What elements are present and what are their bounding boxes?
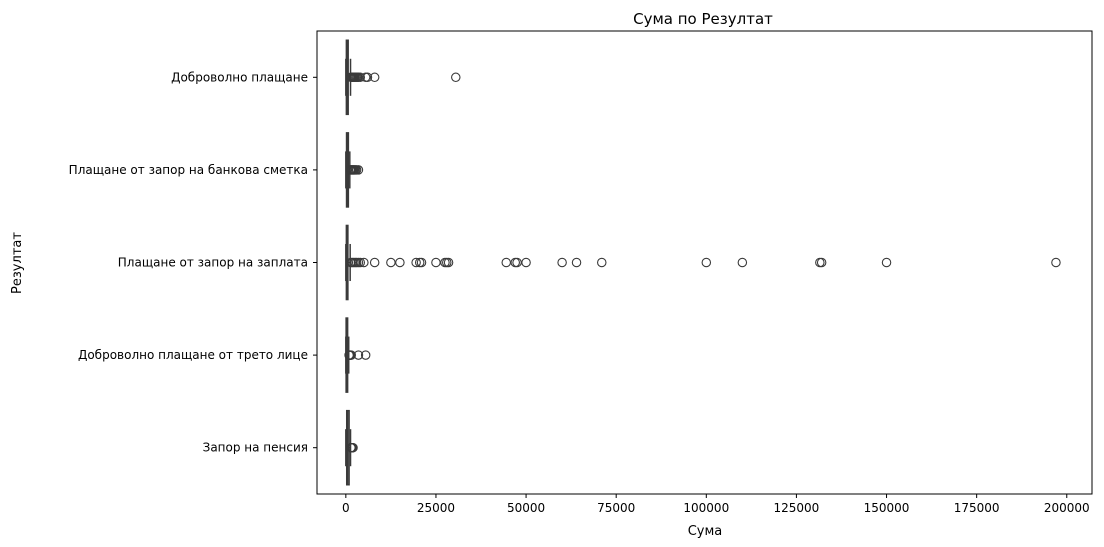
outlier-point <box>881 257 892 268</box>
category-label: Плащане от запор на заплата <box>118 256 308 270</box>
outlier-point <box>521 257 531 268</box>
outlier-point <box>816 257 827 268</box>
x-tick-label: 125000 <box>774 501 820 515</box>
x-tick-label: 200000 <box>1044 501 1090 515</box>
outlier-point <box>501 257 511 268</box>
outlier-point <box>512 257 522 268</box>
box-group <box>344 317 371 393</box>
outlier-point <box>451 72 461 83</box>
category-label: Запор на пенсия <box>203 441 308 455</box>
box-group <box>345 39 461 116</box>
chart-title: Сума по Резултат <box>633 10 773 28</box>
x-tick-label: 25000 <box>417 501 455 515</box>
outlier-point <box>353 350 364 360</box>
outlier-point <box>737 257 748 268</box>
outlier-point <box>1051 257 1061 268</box>
outlier-point <box>360 350 371 360</box>
outlier-point <box>416 257 427 268</box>
outlier-point <box>431 257 441 268</box>
outlier-point <box>386 257 396 268</box>
plot-content <box>344 39 1061 486</box>
outlier-point <box>346 350 356 360</box>
y-axis-title: Резултат <box>10 232 25 294</box>
x-axis-title: Сума <box>688 524 723 539</box>
outlier-point <box>395 257 405 268</box>
y-axis: Доброволно плащане Плащане от запор на ба… <box>69 70 317 455</box>
category-label: Плащане от запор на банкова сметка <box>69 163 308 177</box>
x-tick-label: 0 <box>342 501 350 515</box>
box-group <box>345 409 358 486</box>
x-tick-label: 150000 <box>864 501 910 515</box>
outlier-point <box>353 165 364 175</box>
outlier-point <box>443 257 454 268</box>
box-group <box>345 132 364 208</box>
outlier-point <box>355 72 366 83</box>
box-group <box>345 224 1061 301</box>
outlier-point <box>411 257 421 268</box>
outlier-point <box>355 257 366 268</box>
outlier-point <box>597 257 607 268</box>
outlier-point <box>359 257 369 268</box>
category-label: Доброволно плащане от трето лице <box>78 348 308 362</box>
outlier-point <box>362 72 373 83</box>
outlier-point <box>369 72 380 83</box>
x-tick-label: 100000 <box>683 501 729 515</box>
outlier-point <box>369 257 380 268</box>
outlier-point <box>571 257 582 268</box>
outlier-point <box>701 257 712 268</box>
x-tick-label: 75000 <box>597 501 635 515</box>
x-tick-label: 175000 <box>954 501 1000 515</box>
outlier-point <box>348 442 358 453</box>
category-label: Доброволно плащане <box>171 70 308 84</box>
x-axis: 0 25000 50000 75000 100000 125000 150000 175000… <box>342 494 1090 515</box>
x-tick-label: 50000 <box>507 501 545 515</box>
outlier-point <box>557 257 567 268</box>
plot-area-frame <box>316 30 1093 495</box>
